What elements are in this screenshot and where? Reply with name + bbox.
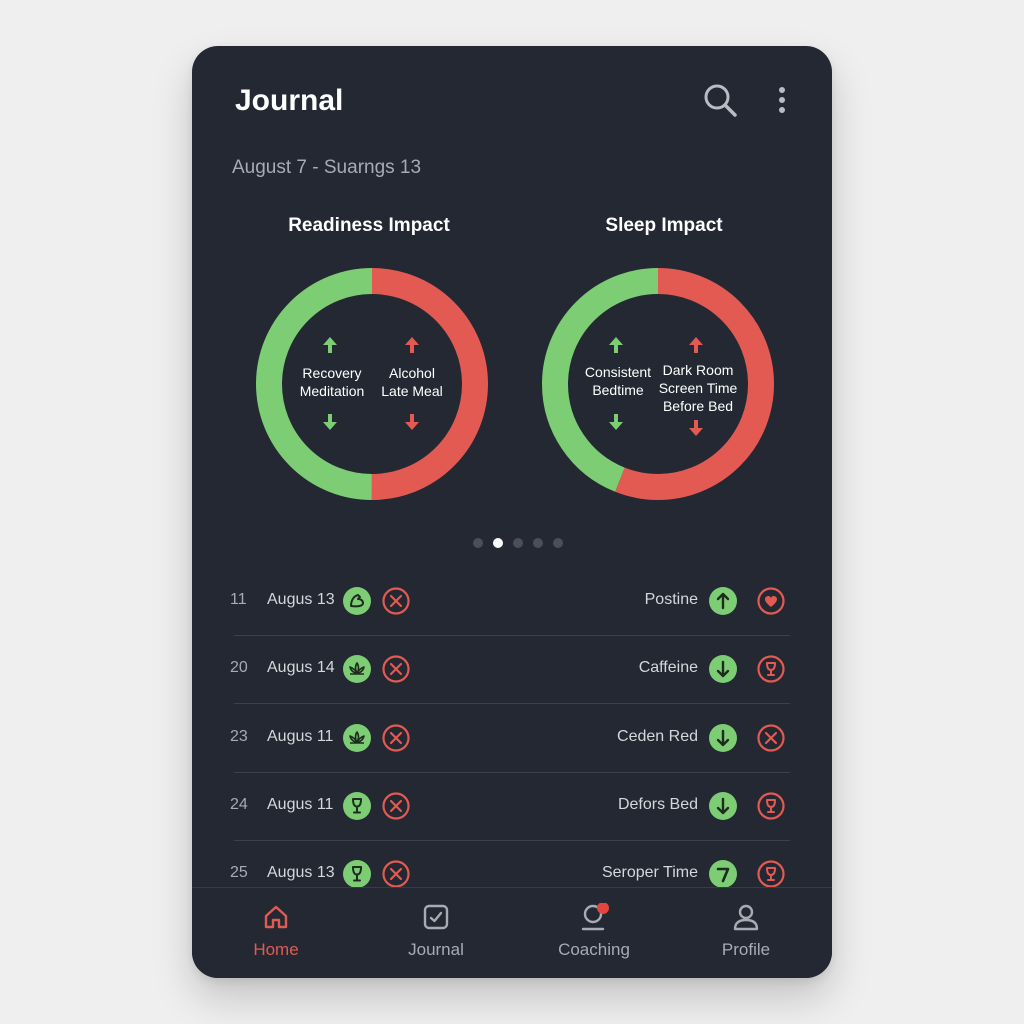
table-row[interactable]: 25 Augus 13 Seroper Time — [192, 841, 832, 909]
factor-label: Consistent — [584, 364, 652, 380]
readiness-positive-factors: Recovery Meditation — [292, 364, 372, 400]
entry-factor: Defors Bed — [617, 796, 698, 813]
journal-screen: Journal August 7 - Suarngs 13 Readiness … — [192, 46, 832, 978]
arrow-up-icon — [322, 336, 338, 359]
entry-date: Augus 13 — [267, 591, 335, 608]
row-divider — [234, 772, 790, 773]
close-icon[interactable] — [757, 724, 785, 752]
close-icon[interactable] — [382, 587, 410, 615]
table-row[interactable]: 24 Augus 11 Defors Bed — [192, 773, 832, 841]
arrow-up-icon — [404, 336, 420, 359]
wine-glass-icon[interactable] — [757, 792, 785, 820]
arrow-down-icon — [709, 655, 737, 683]
nav-item-home[interactable]: Home — [196, 888, 356, 978]
readiness-negative-factors: Alcohol Late Meal — [372, 364, 452, 400]
factor-label: Late Meal — [381, 383, 443, 399]
lotus-icon — [343, 655, 371, 683]
arrow-up-icon — [608, 336, 624, 359]
entry-factor: Seroper Time — [601, 864, 698, 881]
arrow-down-icon — [608, 413, 624, 436]
lotus-icon — [343, 724, 371, 752]
arrow-down-icon — [322, 413, 338, 436]
row-divider — [234, 703, 790, 704]
wine-glass-icon — [343, 860, 371, 888]
arrow-down-icon — [688, 419, 704, 442]
row-divider — [234, 840, 790, 841]
notification-badge — [597, 903, 609, 914]
date-range[interactable]: August 7 - Suarngs 13 — [232, 157, 422, 178]
nav-label: Coaching — [558, 940, 630, 959]
entry-factor: Ceden Red — [617, 728, 698, 745]
factor-label: Meditation — [299, 383, 365, 399]
entry-factor: Caffeine — [638, 659, 698, 676]
nav-item-profile[interactable]: Profile — [666, 888, 826, 978]
home-icon — [264, 905, 288, 929]
close-icon[interactable] — [382, 724, 410, 752]
positive-segment[interactable] — [542, 268, 774, 500]
nav-label: Journal — [408, 940, 464, 959]
factor-label: Screen Time — [658, 380, 738, 396]
row-divider — [234, 635, 790, 636]
profile-icon — [733, 904, 759, 931]
entry-number: 24 — [230, 796, 248, 813]
nav-label: Home — [253, 940, 299, 959]
sleep-positive-factors: Consistent Bedtime — [578, 363, 658, 399]
factor-label: Alcohol — [389, 365, 435, 381]
page-title: Journal — [235, 84, 344, 117]
nav-item-journal[interactable]: Journal — [356, 888, 516, 978]
sleep-negative-factors: Dark Room Screen Time Before Bed — [655, 361, 741, 415]
arrow-up-icon — [688, 336, 704, 359]
entry-date: Augus 13 — [267, 864, 335, 881]
entry-number: 11 — [230, 591, 247, 608]
arrow-down-icon — [709, 792, 737, 820]
entry-number: 20 — [230, 659, 248, 676]
readiness-impact-donut[interactable] — [254, 266, 490, 502]
sleep-impact-title: Sleep Impact — [605, 215, 723, 236]
search-icon[interactable] — [702, 82, 738, 123]
nav-label: Profile — [721, 940, 771, 959]
table-row[interactable]: 20 Augus 14 Caffeine — [192, 636, 832, 704]
arrow-down-icon — [709, 724, 737, 752]
factor-label: Before Bed — [662, 398, 734, 414]
carousel-dot-active[interactable] — [493, 538, 503, 548]
carousel-dots — [473, 538, 563, 548]
wine-glass-icon — [343, 792, 371, 820]
factor-label: Bedtime — [592, 382, 644, 398]
wine-glass-icon[interactable] — [757, 655, 785, 683]
carousel-dot[interactable] — [533, 538, 543, 548]
entry-number: 23 — [230, 728, 248, 745]
more-vertical-icon[interactable] — [772, 82, 792, 123]
muscle-icon — [343, 587, 371, 615]
positive-segment[interactable] — [256, 268, 488, 500]
close-icon[interactable] — [382, 655, 410, 683]
heart-icon[interactable] — [757, 587, 785, 615]
sleep-impact-donut[interactable] — [540, 266, 776, 502]
question-icon — [709, 860, 737, 888]
arrow-up-icon — [709, 587, 737, 615]
entry-factor: Postine — [644, 591, 698, 608]
table-row[interactable]: 11 Augus 13 Postine — [192, 568, 832, 636]
carousel-dot[interactable] — [513, 538, 523, 548]
readiness-impact-title: Readiness Impact — [288, 215, 450, 236]
table-row[interactable]: 23 Augus 11 Ceden Red — [192, 705, 832, 773]
entry-date: Augus 11 — [267, 796, 334, 813]
bottom-nav: Home Journal Coaching Profile — [192, 887, 832, 978]
coaching-icon — [581, 903, 609, 931]
entry-date: Augus 11 — [267, 728, 334, 745]
journal-icon — [423, 904, 449, 930]
close-icon[interactable] — [382, 860, 410, 888]
factor-label: Recovery — [302, 365, 362, 381]
arrow-down-icon — [404, 413, 420, 436]
factor-label: Dark Room — [662, 362, 734, 378]
nav-item-coaching[interactable]: Coaching — [514, 888, 674, 978]
entry-date: Augus 14 — [267, 659, 335, 676]
carousel-dot[interactable] — [553, 538, 563, 548]
close-icon[interactable] — [382, 792, 410, 820]
wine-glass-icon[interactable] — [757, 860, 785, 888]
entry-number: 25 — [230, 864, 248, 881]
carousel-dot[interactable] — [473, 538, 483, 548]
